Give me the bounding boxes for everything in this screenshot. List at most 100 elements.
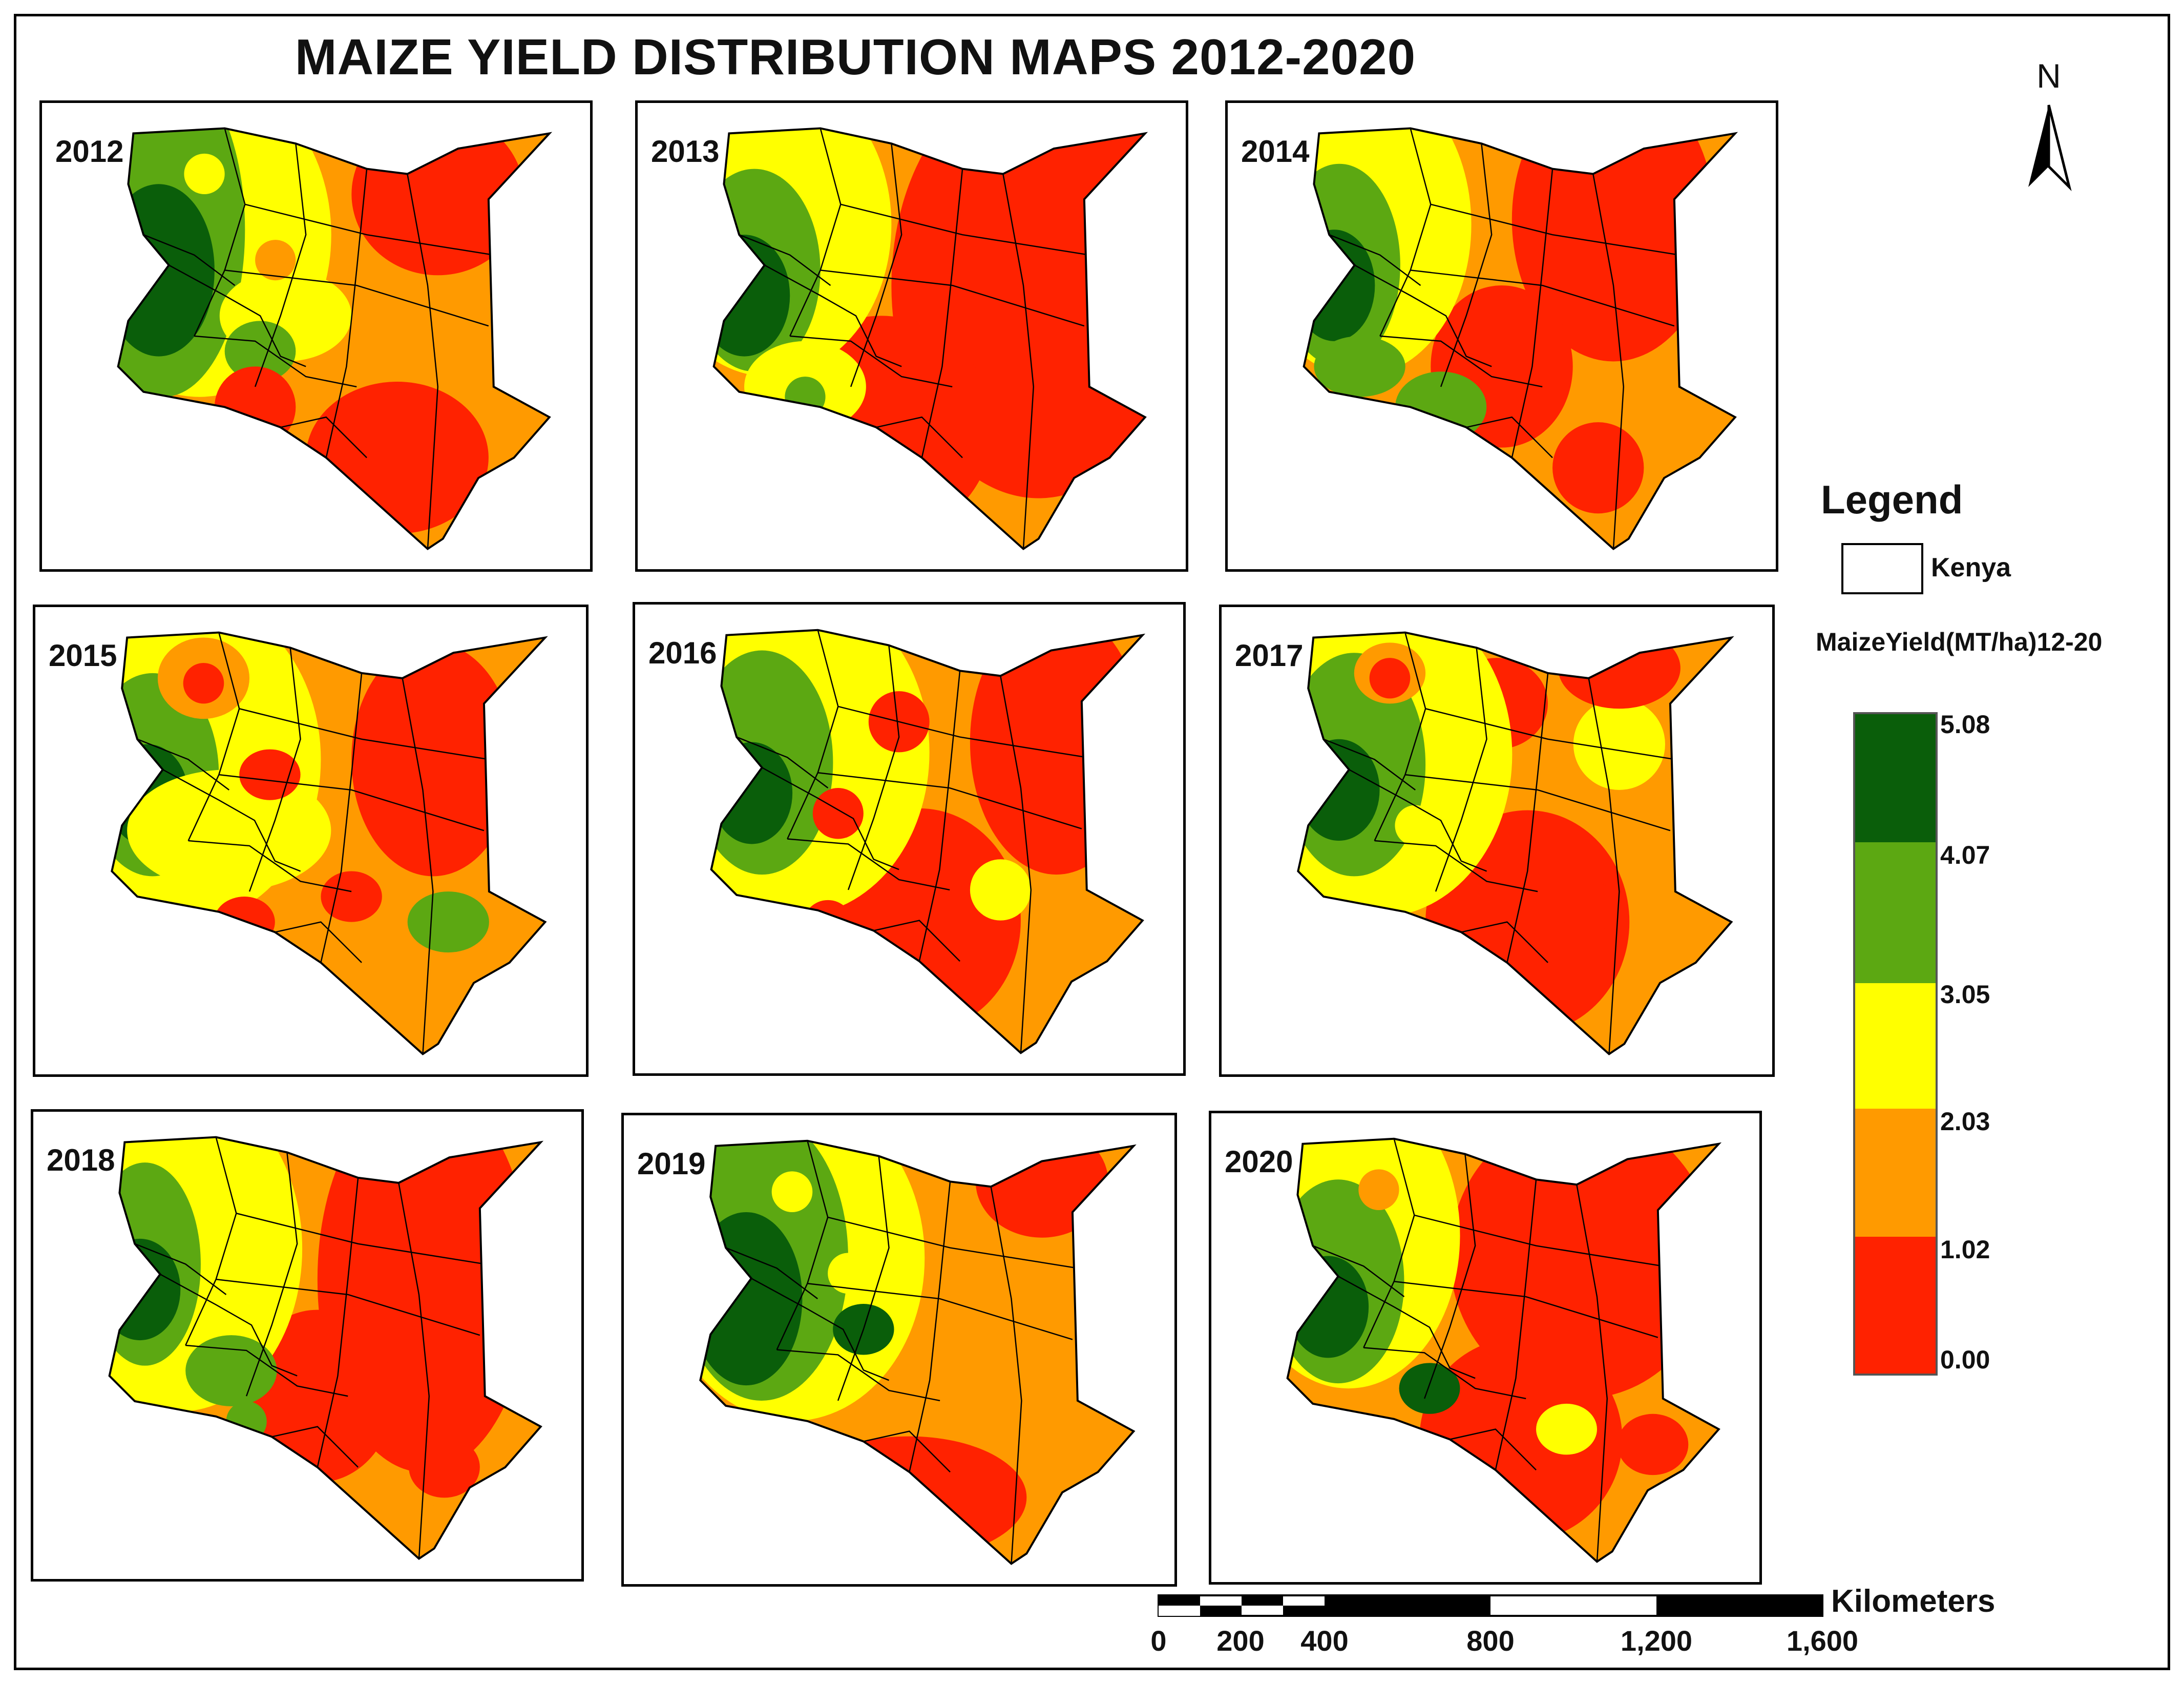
- county-boundary: [275, 921, 362, 963]
- county-boundary: [863, 1430, 951, 1473]
- county-boundary: [320, 673, 363, 963]
- county-boundary: [1323, 738, 1416, 791]
- kenya-outline: [111, 631, 548, 1055]
- legend-swatch-4.07-5.08: [1855, 714, 1936, 842]
- kenya-yield-map: [712, 127, 1148, 550]
- yield-zone: [1536, 1403, 1597, 1455]
- year-label: 2012: [55, 134, 124, 169]
- north-arrow-icon: [2028, 105, 2072, 192]
- county-boundary: [254, 143, 307, 387]
- county-boundary: [1000, 676, 1032, 1053]
- kenya-outline: [710, 629, 1146, 1054]
- county-boundary: [185, 1137, 237, 1346]
- scale-tick-label: 200: [1216, 1625, 1265, 1657]
- county-boundary: [820, 269, 1085, 327]
- county-boundary: [1495, 1179, 1537, 1470]
- yield-zone: [1314, 336, 1405, 397]
- county-boundary: [787, 630, 839, 840]
- yield-zone: [970, 859, 1031, 921]
- yield-zone: [241, 1309, 394, 1483]
- yield-zone: [109, 1238, 181, 1341]
- county-boundary: [990, 1187, 1022, 1564]
- legend-break-label: 3.05: [1940, 980, 1990, 1009]
- county-boundary: [1423, 1154, 1476, 1399]
- county-boundary: [143, 234, 236, 286]
- county-boundary: [239, 708, 490, 760]
- scale-tick-label: 1,200: [1620, 1625, 1693, 1657]
- county-boundary: [827, 1216, 1078, 1269]
- county-boundary: [1425, 708, 1676, 760]
- year-label: 2015: [49, 638, 117, 673]
- county-boundary: [244, 203, 494, 256]
- county-boundary: [1354, 264, 1492, 367]
- yield-zone: [183, 663, 224, 704]
- legend-swatch-0.00-1.02: [1855, 1237, 1936, 1374]
- scale-tick-label: 1,600: [1786, 1625, 1859, 1657]
- county-boundary: [764, 264, 902, 367]
- county-boundary: [1002, 174, 1035, 549]
- county-boundary: [137, 738, 229, 791]
- kenya-outline: [1286, 1137, 1722, 1563]
- yield-zone: [407, 891, 489, 953]
- kenya-boundary-swatch: [1841, 543, 1923, 594]
- yield-zone: [184, 153, 225, 195]
- map-panel-2018: 2018: [31, 1109, 584, 1582]
- county-boundary: [1461, 921, 1548, 963]
- county-boundary: [1329, 234, 1421, 286]
- year-label: 2017: [1235, 638, 1304, 673]
- map-panel-2013: 2013: [635, 100, 1188, 572]
- year-label: 2018: [47, 1143, 115, 1177]
- county-boundary: [245, 1152, 298, 1397]
- county-boundary: [188, 840, 352, 892]
- map-panel-2016: 2016: [633, 602, 1186, 1076]
- kenya-yield-map: [1286, 1137, 1722, 1563]
- county-boundary: [847, 645, 900, 890]
- yield-zone: [1552, 422, 1644, 514]
- map-panel-2014: 2014: [1225, 100, 1778, 572]
- county-boundary: [194, 128, 246, 337]
- county-boundary: [1394, 1280, 1658, 1338]
- county-boundary: [216, 1278, 480, 1336]
- yield-zone: [711, 742, 793, 844]
- county-boundary: [280, 416, 367, 459]
- yield-zone: [1558, 881, 1620, 932]
- yield-zone: [771, 1171, 813, 1212]
- yield-color-ramp: [1853, 712, 1938, 1376]
- county-boundary: [1374, 840, 1538, 892]
- kenya-yield-map: [1303, 127, 1738, 550]
- scale-tick-label: 400: [1300, 1625, 1349, 1657]
- legend-break-label: 5.08: [1940, 710, 1990, 739]
- county-boundary: [776, 1140, 829, 1350]
- county-boundary: [1576, 1184, 1608, 1562]
- county-boundary: [725, 1247, 818, 1300]
- county-boundary: [1363, 1347, 1526, 1400]
- yield-zone: [255, 240, 296, 281]
- year-label: 2019: [637, 1147, 706, 1181]
- yield-zone: [1298, 739, 1380, 841]
- kenya-outline: [117, 127, 553, 550]
- yield-zone: [118, 184, 215, 357]
- county-boundary: [402, 678, 434, 1054]
- county-boundary: [219, 774, 485, 831]
- yield-zone: [1287, 1256, 1369, 1358]
- kenya-boundary-label: Kenya: [1931, 553, 2011, 583]
- yield-zone: [409, 1437, 480, 1498]
- map-panel-2017: 2017: [1219, 605, 1775, 1077]
- county-boundary: [185, 1344, 348, 1397]
- yield-zone: [224, 321, 296, 382]
- county-boundary: [739, 234, 831, 286]
- kenya-yield-map: [710, 629, 1146, 1054]
- yield-zone: [792, 1436, 1027, 1559]
- county-boundary: [398, 1182, 430, 1559]
- figure-title: MAIZE YIELD DISTRIBUTION MAPS 2012-2020: [295, 29, 1416, 85]
- county-boundary: [873, 920, 960, 962]
- map-panel-2012: 2012: [39, 100, 593, 572]
- yield-zone: [306, 382, 489, 534]
- yield-zone: [828, 1253, 869, 1294]
- county-boundary: [1435, 648, 1487, 892]
- county-boundary: [407, 174, 439, 549]
- scale-bar: [1158, 1594, 1823, 1617]
- year-label: 2016: [648, 636, 717, 670]
- county-boundary: [817, 772, 1082, 829]
- county-boundary: [1592, 174, 1625, 549]
